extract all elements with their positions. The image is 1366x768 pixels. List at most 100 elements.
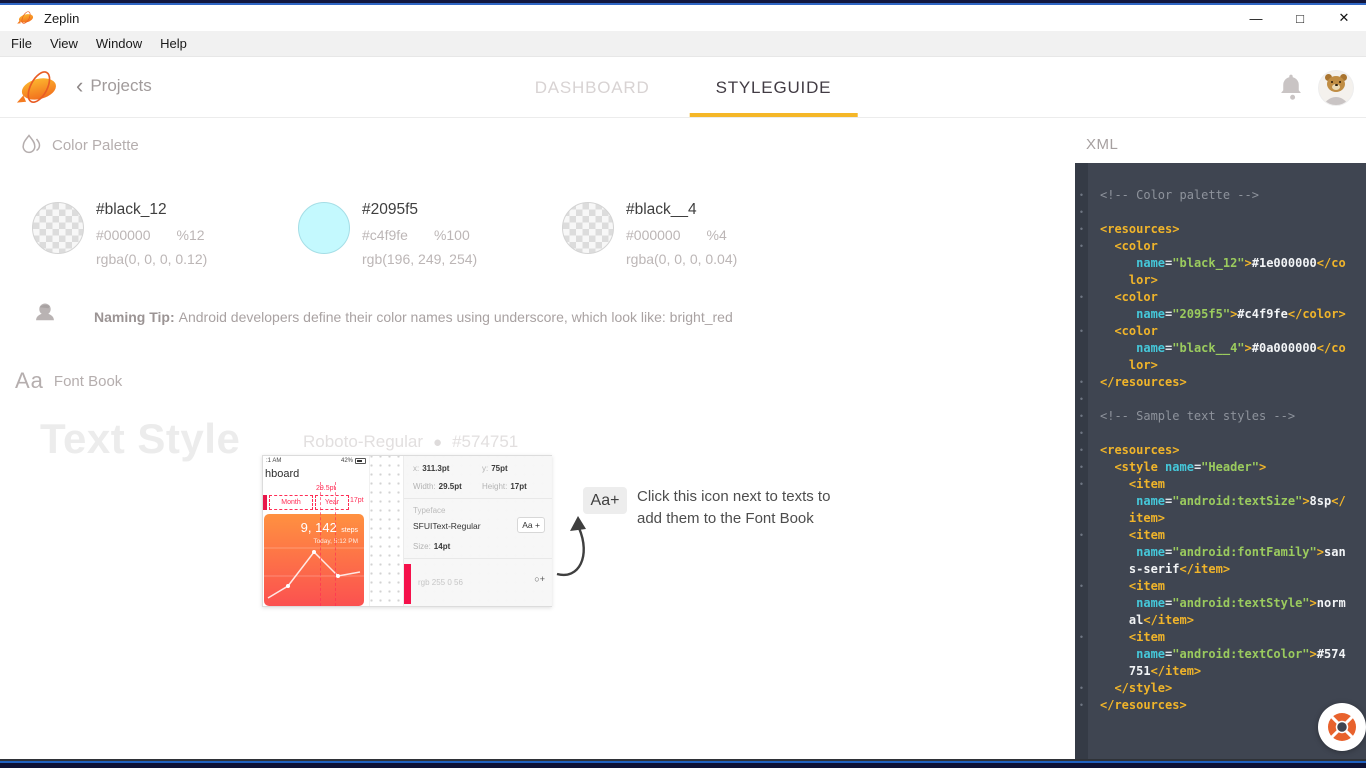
phone-app-title: hboard	[265, 468, 300, 480]
xml-code-line: <!-- Sample text styles -->	[1100, 409, 1296, 423]
swatch-css-value: rgba(0, 0, 0, 0.12)	[96, 251, 208, 267]
text-style-watermark: Text Style	[40, 415, 241, 462]
xml-code-line: s-serif</item>	[1100, 562, 1231, 576]
xml-code-line: </style>	[1100, 681, 1173, 695]
xml-code-line: name="black__4">#0a000000</co	[1136, 341, 1346, 355]
back-to-projects[interactable]: ‹ Projects	[76, 73, 152, 98]
line-bullet: •	[1079, 190, 1084, 200]
xml-code-line: 751</item>	[1100, 664, 1202, 678]
font-book-tutorial-thumbnail: :1 AM 42% hboard 29.5pt Month Year 17pt	[262, 455, 552, 607]
naming-tip-bold: Naming Tip:	[94, 309, 175, 325]
height-value: 17pt	[510, 482, 527, 491]
xml-code-line: <style name="Header">	[1100, 460, 1267, 474]
line-bullet-empty	[1075, 255, 1088, 272]
line-bullet-empty	[1075, 646, 1088, 663]
menu-help[interactable]: Help	[160, 36, 187, 51]
maximize-button[interactable]: □	[1296, 10, 1304, 26]
y-value: 75pt	[491, 464, 508, 473]
section-title: Color Palette	[52, 136, 139, 154]
sample-font-line: Roboto-Regular ● #574751	[303, 432, 518, 452]
xml-code-line: al</item>	[1100, 613, 1194, 627]
line-bullet-empty	[1075, 340, 1088, 357]
battery-icon	[355, 458, 366, 464]
size-value: 14pt	[433, 542, 451, 551]
swatch-hex: #000000	[626, 227, 681, 243]
selection-marker	[263, 495, 267, 510]
line-bullet: •	[1079, 394, 1084, 404]
line-bullet-empty	[1075, 663, 1088, 680]
measure-guide	[320, 482, 321, 606]
window-bottom-border	[0, 759, 1366, 768]
close-button[interactable]: ✕	[1338, 10, 1350, 25]
tab-dashboard[interactable]: DASHBOARD	[534, 77, 650, 97]
line-bullet-empty	[1075, 561, 1088, 578]
swatch-hex: #c4f9fe	[362, 227, 408, 243]
header-tabs: DASHBOARD STYLEGUIDE	[502, 58, 865, 117]
xml-code-panel[interactable]: • • • • • • • • • • • • • • • • • • <!-- Color palette --…	[1075, 163, 1366, 759]
line-bullet: •	[1079, 530, 1084, 540]
line-bullet: •	[1079, 224, 1084, 234]
line-bullet: •	[1079, 207, 1084, 217]
line-bullet: •	[1079, 479, 1084, 489]
section-title: Font Book	[53, 372, 123, 390]
developer-avatar-icon	[36, 303, 54, 321]
line-bullet: •	[1079, 683, 1084, 693]
user-avatar[interactable]	[1318, 70, 1354, 106]
line-bullet: •	[1079, 241, 1084, 251]
color-swatch-1[interactable]: #black_12 #000000 %12 rgba(0, 0, 0, 0.12)	[32, 198, 207, 267]
line-bullet: •	[1079, 445, 1084, 455]
swatch-name: #black_12	[96, 201, 167, 218]
tab-styleguide[interactable]: STYLEGUIDE	[683, 58, 865, 117]
xml-code-line: <color	[1100, 290, 1158, 304]
inspector-panel-preview: x: 311.3pt y: 75pt Width: 29.5pt Height: 17p…	[403, 456, 552, 606]
color-palette-section-header: Color Palette	[20, 133, 139, 157]
typeface-label: Typeface	[413, 506, 446, 515]
line-bullet: •	[1079, 428, 1084, 438]
steps-value: 9, 142	[300, 520, 337, 535]
window-top-border	[0, 0, 1366, 5]
menu-file[interactable]: File	[11, 36, 32, 51]
menu-bar: File View Window Help	[0, 31, 1366, 57]
xml-code-line: name="android:textStyle">norm	[1136, 596, 1346, 610]
swatch-alpha: %100	[433, 227, 470, 243]
swatch-alpha: %4	[706, 227, 727, 243]
menu-view[interactable]: View	[49, 36, 78, 51]
notifications-bell-icon[interactable]	[1278, 73, 1304, 101]
minimize-button[interactable]: —	[1249, 10, 1263, 26]
line-bullet-empty	[1075, 493, 1088, 510]
swatch-css-value: rgba(0, 0, 0, 0.04)	[626, 251, 738, 267]
line-bullet: •	[1079, 326, 1084, 336]
font-book-add-badge: Aa+	[583, 487, 627, 514]
line-bullet-empty	[1075, 595, 1088, 612]
swatch-color-circle	[562, 202, 614, 254]
swatch-name: #black__4	[626, 201, 697, 218]
add-to-font-book-button[interactable]: Aa +	[517, 517, 545, 533]
curved-arrow-icon	[556, 516, 586, 577]
color-dot-icon: ●	[433, 434, 443, 451]
window-titlebar: Zeplin — □ ✕	[0, 5, 1366, 31]
color-droplet-icon	[22, 134, 41, 154]
xml-code-line: name="2095f5">#c4f9fe</color>	[1136, 307, 1346, 321]
xml-code-line: <item	[1100, 528, 1166, 542]
swatch-color-circle	[298, 202, 350, 254]
chevron-left-icon: ‹	[76, 73, 84, 98]
swatch-name: #2095f5	[362, 201, 419, 218]
xml-code-line: name="black_12">#1e000000</co	[1136, 256, 1346, 270]
help-button[interactable]	[1318, 703, 1366, 751]
line-bullet: •	[1079, 581, 1084, 591]
bear-ear-icon	[1340, 74, 1347, 81]
color-swatch-2[interactable]: #2095f5 #c4f9fe %100 rgb(196, 249, 254)	[298, 198, 477, 267]
menu-window[interactable]: Window	[95, 36, 143, 51]
line-bullet: •	[1079, 700, 1084, 710]
status-time: :1 AM	[266, 458, 282, 464]
color-swatch-3[interactable]: #black__4 #000000 %4 rgba(0, 0, 0, 0.04)	[562, 198, 737, 267]
xml-code-line: </resources>	[1100, 698, 1187, 712]
xml-code-line: lor>	[1100, 358, 1158, 372]
back-label: Projects	[90, 76, 152, 95]
width-value: 29.5pt	[438, 482, 462, 491]
add-color-button[interactable]: ○+	[534, 574, 545, 584]
line-bullet-empty	[1075, 357, 1088, 374]
xml-code-line	[1100, 391, 1366, 408]
naming-tip: Naming Tip: Android developers define the…	[32, 300, 733, 334]
